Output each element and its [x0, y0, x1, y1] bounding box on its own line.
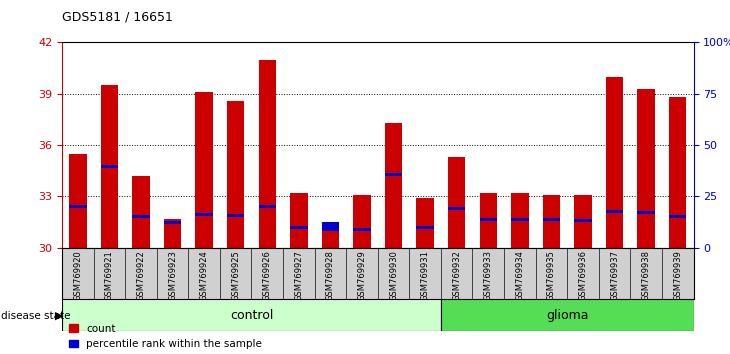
- Bar: [606, 210, 623, 213]
- Bar: [69, 154, 87, 248]
- Bar: [378, 248, 410, 299]
- Text: ▶: ▶: [55, 311, 64, 321]
- Text: glioma: glioma: [546, 309, 588, 321]
- Text: GSM769926: GSM769926: [263, 250, 272, 301]
- Bar: [542, 195, 560, 248]
- Bar: [637, 211, 655, 213]
- Bar: [132, 215, 150, 218]
- Bar: [669, 215, 686, 218]
- Bar: [480, 193, 497, 248]
- Bar: [511, 218, 529, 221]
- Bar: [315, 248, 346, 299]
- Text: GSM769920: GSM769920: [73, 250, 82, 301]
- Bar: [258, 59, 276, 248]
- Text: GSM769924: GSM769924: [199, 250, 209, 301]
- Bar: [480, 218, 497, 221]
- Bar: [542, 218, 560, 221]
- Bar: [511, 193, 529, 248]
- Bar: [283, 248, 315, 299]
- Bar: [410, 248, 441, 299]
- Text: control: control: [230, 309, 273, 321]
- Bar: [536, 248, 567, 299]
- Bar: [196, 213, 213, 216]
- Text: GSM769931: GSM769931: [420, 250, 430, 301]
- Bar: [126, 248, 157, 299]
- Bar: [606, 77, 623, 248]
- Bar: [353, 228, 371, 231]
- FancyBboxPatch shape: [441, 299, 694, 331]
- Bar: [164, 219, 181, 248]
- Bar: [346, 248, 378, 299]
- Bar: [441, 248, 472, 299]
- Bar: [252, 248, 283, 299]
- Bar: [567, 248, 599, 299]
- Text: GSM769938: GSM769938: [642, 250, 650, 301]
- Bar: [227, 101, 245, 248]
- Bar: [69, 205, 87, 209]
- Bar: [62, 248, 93, 299]
- Text: GSM769930: GSM769930: [389, 250, 398, 301]
- Bar: [290, 226, 307, 229]
- Text: GDS5181 / 16651: GDS5181 / 16651: [62, 10, 173, 23]
- Bar: [575, 195, 592, 248]
- Bar: [132, 176, 150, 248]
- Text: GSM769935: GSM769935: [547, 250, 556, 301]
- Bar: [416, 226, 434, 229]
- Bar: [669, 97, 686, 248]
- Bar: [448, 157, 466, 248]
- Bar: [290, 193, 307, 248]
- Bar: [416, 198, 434, 248]
- Bar: [631, 248, 662, 299]
- Bar: [258, 205, 276, 207]
- Bar: [504, 248, 536, 299]
- Bar: [322, 222, 339, 231]
- Text: GSM769925: GSM769925: [231, 250, 240, 301]
- Text: disease state: disease state: [1, 311, 71, 321]
- Text: GSM769933: GSM769933: [484, 250, 493, 301]
- Bar: [385, 173, 402, 176]
- Text: GSM769932: GSM769932: [452, 250, 461, 301]
- Text: GSM769928: GSM769928: [326, 250, 335, 301]
- Bar: [220, 248, 251, 299]
- Bar: [101, 165, 118, 168]
- Bar: [101, 85, 118, 248]
- Text: GSM769929: GSM769929: [358, 250, 366, 301]
- FancyBboxPatch shape: [62, 299, 441, 331]
- Bar: [322, 227, 339, 248]
- Text: GSM769927: GSM769927: [294, 250, 304, 301]
- Bar: [93, 248, 126, 299]
- Text: GSM769922: GSM769922: [137, 250, 145, 301]
- Bar: [227, 214, 245, 217]
- Text: GSM769923: GSM769923: [168, 250, 177, 301]
- Bar: [472, 248, 504, 299]
- Text: GSM769936: GSM769936: [578, 250, 588, 301]
- Legend: count, percentile rank within the sample: count, percentile rank within the sample: [69, 324, 262, 349]
- Bar: [188, 248, 220, 299]
- Bar: [157, 248, 188, 299]
- Bar: [196, 92, 213, 248]
- Text: GSM769937: GSM769937: [610, 250, 619, 301]
- Bar: [164, 221, 181, 224]
- Text: GSM769939: GSM769939: [673, 250, 683, 301]
- Bar: [385, 123, 402, 248]
- Text: GSM769934: GSM769934: [515, 250, 524, 301]
- Bar: [637, 89, 655, 248]
- Bar: [448, 207, 466, 210]
- Text: GSM769921: GSM769921: [105, 250, 114, 301]
- Bar: [662, 248, 694, 299]
- Bar: [599, 248, 631, 299]
- Bar: [575, 219, 592, 222]
- Bar: [353, 195, 371, 248]
